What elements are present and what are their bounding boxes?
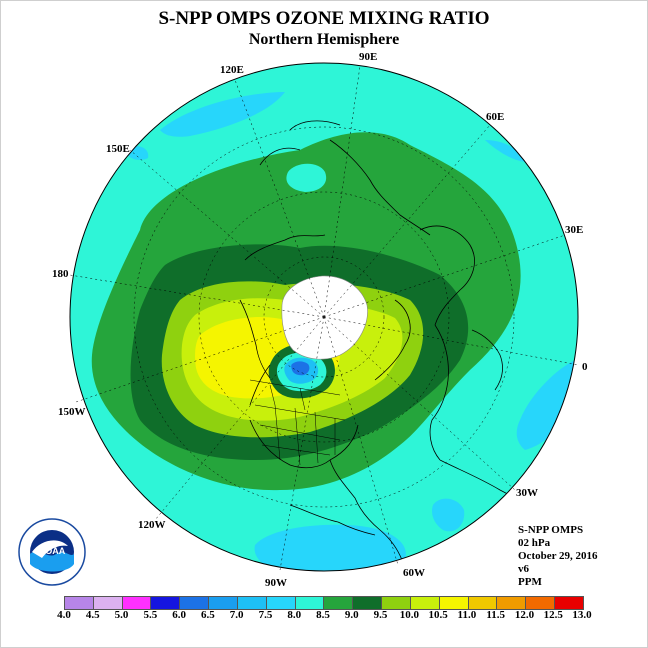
legend-swatch — [180, 597, 210, 609]
legend-swatch — [93, 597, 123, 609]
legend-swatch — [151, 597, 181, 609]
info-instrument: S-NPP OMPS — [518, 524, 584, 536]
contour-blue-patch — [254, 524, 406, 571]
lon-label-150e: 150E — [106, 143, 130, 155]
lon-label-150w: 150W — [58, 406, 86, 418]
legend-tick-label: 10.0 — [399, 609, 419, 621]
map-subtitle: Northern Hemisphere — [248, 31, 400, 48]
legend-swatch — [439, 597, 469, 609]
legend-tick-label: 9.5 — [373, 609, 388, 621]
legend-tick-label: 5.5 — [143, 609, 158, 621]
legend-tick-label: 7.0 — [229, 609, 244, 621]
legend-tick-label: 8.5 — [316, 609, 330, 621]
legend-swatch — [382, 597, 411, 609]
noaa-logo: NOAA — [18, 518, 86, 586]
legend-swatch — [266, 597, 296, 609]
lon-label-90e: 90E — [359, 51, 377, 63]
lon-label-30e: 30E — [565, 224, 583, 236]
legend-tick-label: 12.5 — [543, 609, 563, 621]
legend-swatch — [410, 597, 440, 609]
legend-swatch — [555, 597, 583, 609]
legend-tick-label: 8.0 — [287, 609, 302, 621]
legend-swatch — [295, 597, 325, 609]
legend-tick-label: 9.0 — [344, 609, 359, 621]
legend-swatch — [468, 597, 498, 609]
contour-low-deep — [291, 361, 310, 376]
legend-tick-label: 5.0 — [114, 609, 129, 621]
lon-label-180: 180 — [52, 268, 69, 280]
legend-tick-label: 10.5 — [428, 609, 448, 621]
legend-swatch — [497, 597, 527, 609]
legend-tick-label: 4.0 — [57, 609, 71, 621]
legend-tick-label: 12.0 — [514, 609, 535, 621]
legend-tick-label: 13.0 — [572, 609, 592, 621]
legend-swatch — [526, 597, 556, 609]
info-block: S-NPP OMPS 02 hPa October 29, 2016 v6 PP… — [518, 524, 598, 589]
legend-tick-label: 11.0 — [457, 609, 477, 621]
lon-label-90w: 90W — [265, 577, 287, 589]
map-title: S-NPP OMPS OZONE MIXING RATIO — [158, 8, 490, 29]
lon-label-120w: 120W — [138, 519, 166, 531]
legend-tick-label: 11.5 — [486, 609, 505, 621]
info-date: October 29, 2016 — [518, 550, 598, 562]
contour-high-hole — [286, 163, 327, 192]
lon-label-60w: 60W — [403, 567, 425, 579]
graticule — [69, 65, 579, 571]
legend-tick-label: 7.5 — [258, 609, 273, 621]
contour-blue-patch — [516, 360, 578, 450]
legend-swatch — [324, 597, 354, 609]
info-version: v6 — [518, 563, 529, 575]
contour-blue-patch — [485, 140, 525, 162]
legend-swatch — [209, 597, 238, 609]
legend-tick-label: 6.0 — [172, 609, 186, 621]
legend-swatch — [65, 597, 94, 609]
info-units: PPM — [518, 576, 542, 588]
political-borders — [249, 379, 346, 466]
contour-blue-patch — [432, 498, 465, 532]
contour-blue-patch — [160, 92, 285, 137]
noaa-logo-text: NOAA — [39, 546, 66, 556]
lon-label-0: 0 — [582, 361, 588, 373]
legend-tick-label: 6.5 — [201, 609, 215, 621]
color-legend — [64, 596, 584, 610]
legend-swatch — [353, 597, 383, 609]
info-level: 02 hPa — [518, 537, 551, 549]
lon-label-30w: 30W — [516, 487, 538, 499]
legend-tick-label: 4.5 — [85, 609, 100, 621]
lon-label-60e: 60E — [486, 111, 504, 123]
coastlines — [239, 120, 546, 561]
legend-swatch — [237, 597, 267, 609]
lon-label-120e: 120E — [220, 64, 244, 76]
legend-ticks: 4.0 4.5 5.0 5.5 6.0 6.5 7.0 7.5 8.0 8.5 9.0 9.5 10.0… — [49, 609, 597, 623]
map-disc-outline — [69, 62, 579, 572]
legend-swatch — [122, 597, 152, 609]
